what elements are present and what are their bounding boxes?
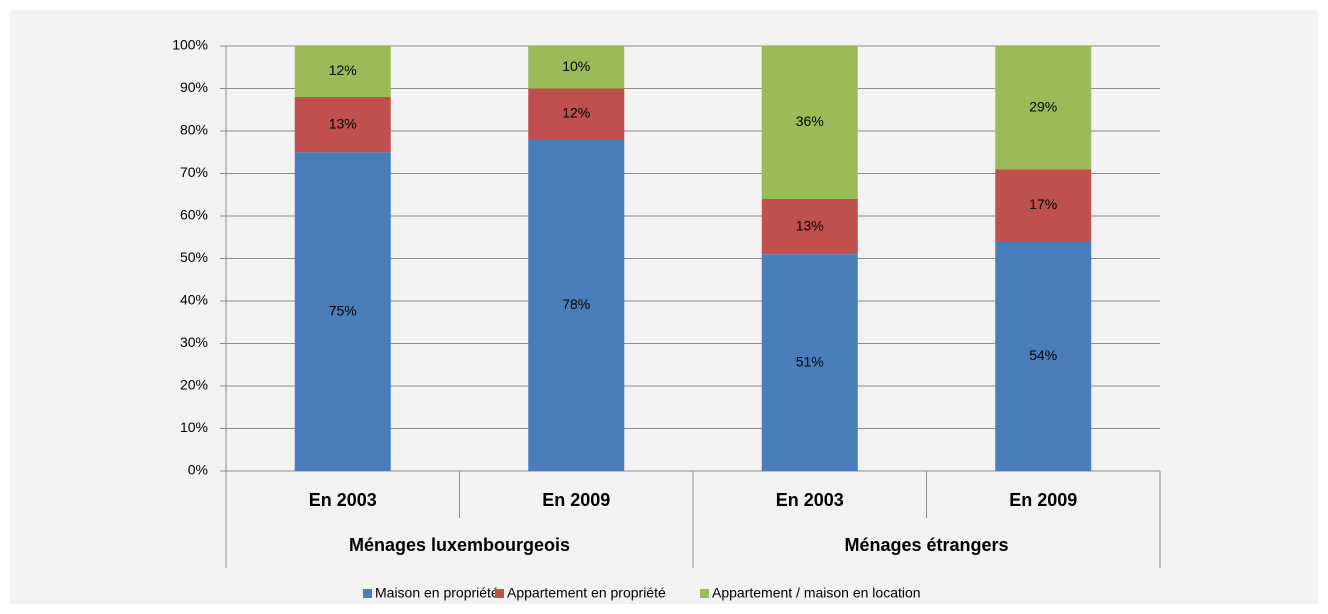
bar-segment: [528, 46, 625, 89]
data-label: 13%: [796, 217, 824, 233]
y-tick-label: 10%: [180, 419, 208, 435]
data-label: 13%: [329, 115, 357, 131]
bar-segment: [294, 97, 391, 153]
group-label: Ménages étrangers: [844, 535, 1008, 555]
data-label: 51%: [796, 353, 824, 369]
y-tick-label: 60%: [180, 207, 208, 223]
legend-swatch: [700, 589, 709, 598]
data-label: 12%: [329, 62, 357, 78]
y-tick-label: 80%: [180, 122, 208, 138]
bar-segment: [761, 199, 858, 255]
legend-label: Maison en propriété: [375, 585, 499, 601]
x-tick-label: En 2009: [1009, 490, 1077, 510]
data-label: 54%: [1029, 347, 1057, 363]
bar-segment: [294, 152, 391, 471]
y-tick-label: 100%: [172, 37, 208, 53]
legend-label: Appartement en propriété: [507, 585, 666, 601]
data-label: 17%: [1029, 196, 1057, 212]
group-label: Ménages luxembourgeois: [349, 535, 570, 555]
data-label: 10%: [562, 58, 590, 74]
x-tick-label: En 2009: [542, 490, 610, 510]
y-tick-label: 70%: [180, 164, 208, 180]
bar-segment: [995, 46, 1092, 170]
bar-segment: [995, 241, 1092, 471]
bar-segment: [761, 254, 858, 471]
y-tick-label: 20%: [180, 377, 208, 393]
data-label: 29%: [1029, 98, 1057, 114]
bar-segment: [995, 169, 1092, 242]
bar-segment: [294, 46, 391, 97]
data-label: 78%: [562, 296, 590, 312]
data-label: 36%: [796, 113, 824, 129]
x-tick-label: En 2003: [309, 490, 377, 510]
x-tick-label: En 2003: [776, 490, 844, 510]
legend-swatch: [363, 589, 372, 598]
legend-swatch: [495, 589, 504, 598]
bar-segment: [528, 88, 625, 140]
legend-label: Appartement / maison en location: [712, 585, 921, 601]
data-label: 12%: [562, 105, 590, 121]
y-tick-label: 40%: [180, 292, 208, 308]
bar-segment: [761, 46, 858, 199]
y-tick-label: 50%: [180, 249, 208, 265]
chart-background: [10, 10, 1318, 604]
y-tick-label: 0%: [188, 462, 208, 478]
y-tick-label: 30%: [180, 334, 208, 350]
data-label: 75%: [329, 302, 357, 318]
y-tick-label: 90%: [180, 79, 208, 95]
bar-segment: [528, 139, 625, 471]
